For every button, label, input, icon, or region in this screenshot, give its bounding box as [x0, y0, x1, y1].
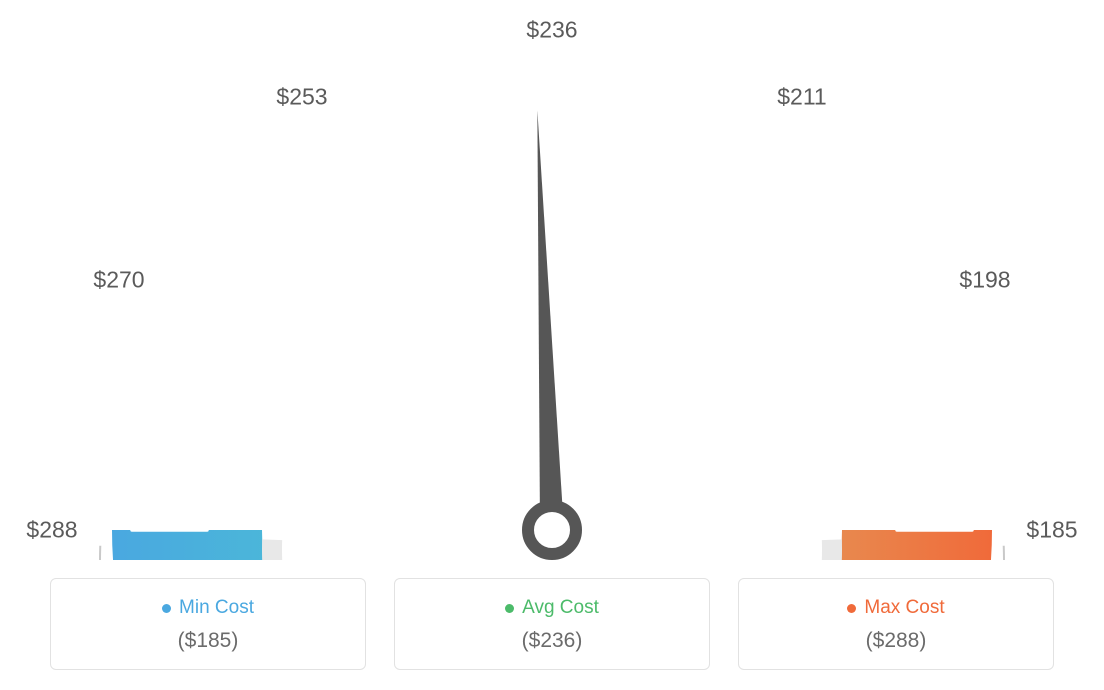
legend-value-min: ($185) — [61, 629, 355, 653]
gauge-tick-label: $198 — [959, 267, 1010, 294]
gauge-tick-label: $270 — [93, 267, 144, 294]
legend-label-max: Max Cost — [864, 597, 944, 619]
legend-dot-avg — [505, 604, 514, 613]
gauge-tick-label: $288 — [26, 517, 77, 544]
gauge-tick-label: $185 — [1026, 517, 1077, 544]
legend-value-avg: ($236) — [405, 629, 699, 653]
legend-value-max: ($288) — [749, 629, 1043, 653]
legend-label-avg: Avg Cost — [522, 597, 599, 619]
legend-row: Min Cost ($185) Avg Cost ($236) Max Cost… — [50, 578, 1054, 670]
legend-dot-min — [162, 604, 171, 613]
legend-card-max: Max Cost ($288) — [738, 578, 1054, 670]
gauge-svg — [0, 0, 1104, 560]
legend-card-avg: Avg Cost ($236) — [394, 578, 710, 670]
gauge-tick-label: $236 — [526, 17, 577, 44]
gauge-chart: $185 $198 $211 $236 $253 $270 $288 — [0, 0, 1104, 560]
gauge-tick-label: $253 — [276, 83, 327, 110]
legend-label-min: Min Cost — [179, 597, 254, 619]
legend-dot-max — [847, 604, 856, 613]
gauge-tick-label: $211 — [777, 83, 826, 110]
legend-card-min: Min Cost ($185) — [50, 578, 366, 670]
